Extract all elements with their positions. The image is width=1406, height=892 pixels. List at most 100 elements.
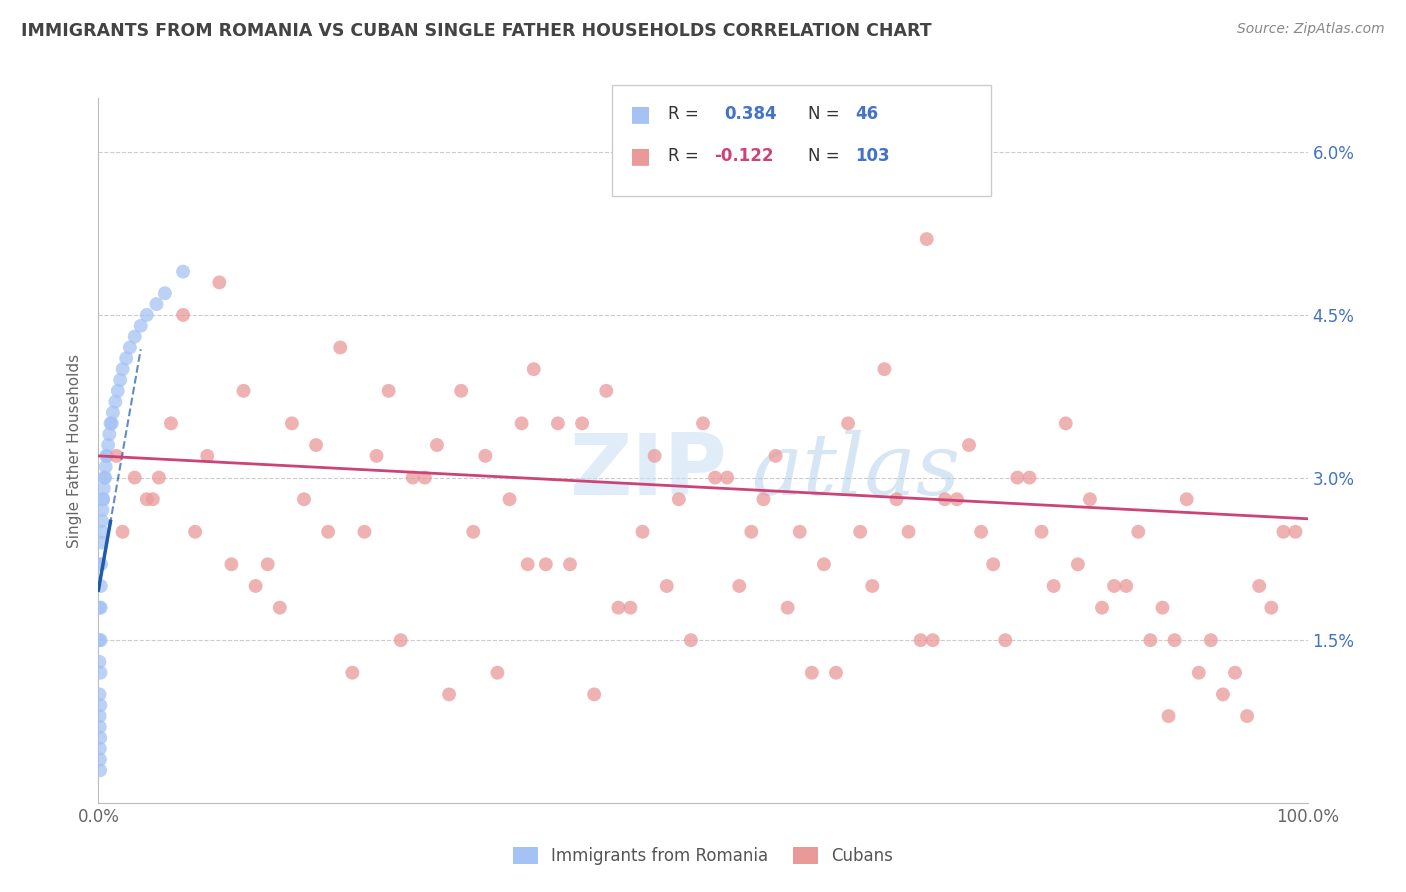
Point [94, 470, 117, 484]
Point [619, 600, 641, 615]
Point [1054, 417, 1077, 431]
Point [90, 524, 112, 539]
Point [89, 752, 111, 766]
Point [740, 524, 762, 539]
Point [245, 579, 267, 593]
Point [970, 524, 993, 539]
Point [486, 665, 509, 680]
Point [104, 394, 127, 409]
Point [377, 384, 399, 398]
Point [111, 362, 134, 376]
Point [921, 633, 943, 648]
Point [463, 524, 485, 539]
Point [450, 384, 472, 398]
Point [153, 286, 176, 301]
Point [1139, 633, 1161, 648]
Point [135, 308, 157, 322]
Point [101, 405, 124, 419]
Point [981, 558, 1004, 572]
Point [789, 524, 811, 539]
Point [145, 297, 167, 311]
Legend: Immigrants from Romania, Cubans: Immigrants from Romania, Cubans [506, 840, 900, 872]
Point [90, 558, 112, 572]
Point [256, 558, 278, 572]
Point [1260, 600, 1282, 615]
Point [172, 308, 194, 322]
Point [474, 449, 496, 463]
Point [910, 633, 932, 648]
Point [402, 470, 425, 484]
Point [583, 687, 606, 701]
Point [100, 417, 122, 431]
Text: IMMIGRANTS FROM ROMANIA VS CUBAN SINGLE FATHER HOUSEHOLDS CORRELATION CHART: IMMIGRANTS FROM ROMANIA VS CUBAN SINGLE … [21, 22, 932, 40]
Point [98, 427, 121, 442]
Point [118, 341, 141, 355]
Point [115, 351, 138, 366]
Point [516, 558, 538, 572]
Point [704, 470, 727, 484]
Point [172, 264, 194, 278]
Point [281, 417, 304, 431]
Point [93, 482, 115, 496]
Point [679, 633, 702, 648]
Text: R =: R = [668, 147, 699, 165]
Point [523, 362, 546, 376]
Text: N =: N = [808, 147, 839, 165]
Point [631, 524, 654, 539]
Point [607, 600, 630, 615]
Point [96, 449, 118, 463]
Point [160, 417, 183, 431]
Text: ■: ■ [630, 104, 651, 124]
Point [1223, 665, 1246, 680]
Point [97, 438, 120, 452]
Point [547, 417, 569, 431]
Point [1078, 492, 1101, 507]
Point [1128, 524, 1150, 539]
Point [90, 535, 112, 549]
Point [765, 449, 787, 463]
Point [934, 492, 956, 507]
Point [886, 492, 908, 507]
Point [728, 579, 751, 593]
Text: 46: 46 [855, 105, 877, 123]
Point [510, 417, 533, 431]
Point [1042, 579, 1064, 593]
Text: R =: R = [668, 105, 699, 123]
Point [208, 276, 231, 290]
Point [946, 492, 969, 507]
Point [837, 417, 859, 431]
Point [873, 362, 896, 376]
Point [813, 558, 835, 572]
Point [1249, 579, 1271, 593]
Point [849, 524, 872, 539]
Point [668, 492, 690, 507]
Text: ZIP: ZIP [569, 430, 727, 513]
Point [413, 470, 436, 484]
Point [353, 524, 375, 539]
Point [534, 558, 557, 572]
Point [269, 600, 291, 615]
Point [1188, 665, 1211, 680]
Point [89, 764, 111, 778]
Point [558, 558, 581, 572]
Point [90, 600, 112, 615]
Point [1115, 579, 1137, 593]
Point [89, 731, 111, 745]
Point [195, 449, 218, 463]
Point [89, 600, 111, 615]
Point [389, 633, 412, 648]
Point [1091, 600, 1114, 615]
Point [897, 524, 920, 539]
Point [498, 492, 520, 507]
Point [644, 449, 666, 463]
Text: ■: ■ [630, 146, 651, 166]
Point [994, 633, 1017, 648]
Point [1272, 524, 1295, 539]
Point [1152, 600, 1174, 615]
Point [1212, 687, 1234, 701]
Point [89, 633, 111, 648]
Point [91, 514, 114, 528]
Point [1102, 579, 1125, 593]
Point [655, 579, 678, 593]
Point [426, 438, 449, 452]
